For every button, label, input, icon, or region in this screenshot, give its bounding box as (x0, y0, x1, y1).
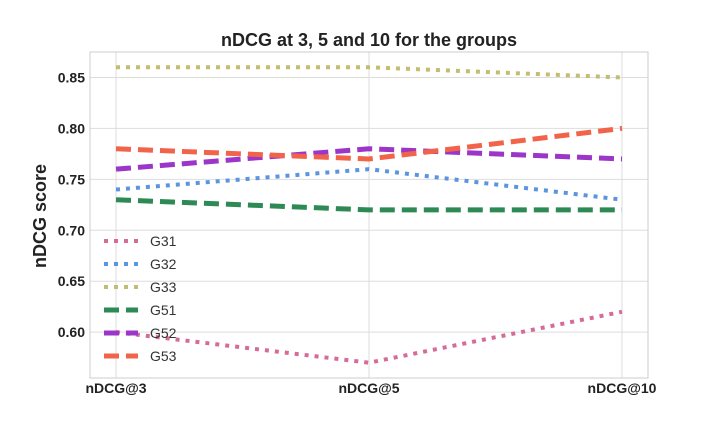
legend-label: G51 (150, 302, 177, 318)
legend-entry-g53: G53 (104, 348, 177, 364)
x-tick-label: nDCG@5 (338, 380, 399, 396)
y-tick-label: 0.80 (58, 120, 85, 136)
legend-label: G32 (150, 256, 177, 272)
x-tick-label: nDCG@10 (588, 380, 657, 396)
series-lines (115, 65, 623, 365)
legend-label: G33 (150, 279, 177, 295)
series-line-g32 (115, 167, 623, 202)
legend-entry-g52: G52 (104, 325, 177, 341)
plot-frame (89, 51, 649, 379)
y-tick-labels: 0.60 0.65 0.70 0.75 0.80 0.85 (58, 69, 85, 340)
y-tick-label: 0.75 (58, 171, 85, 187)
legend: G31 G32 G33 G51 G52 G53 (104, 233, 177, 364)
legend-entry-g51: G51 (104, 302, 177, 318)
series-line-g53 (115, 125, 623, 162)
y-tick-label: 0.65 (58, 273, 85, 289)
legend-label: G53 (150, 348, 177, 364)
legend-label: G31 (150, 233, 177, 249)
legend-label: G52 (150, 325, 177, 341)
series-line-g33 (116, 65, 623, 80)
x-tick-label: nDCG@3 (85, 380, 146, 396)
legend-entry-g32: G32 (104, 256, 177, 272)
y-axis-label: nDCG score (30, 164, 50, 268)
y-tick-label: 0.60 (58, 324, 85, 340)
y-tick-label: 0.85 (58, 69, 85, 85)
legend-entry-g31: G31 (104, 233, 177, 249)
grid (90, 52, 648, 378)
y-tick-label: 0.70 (58, 222, 85, 238)
legend-entry-g33: G33 (104, 279, 177, 295)
series-line-g51 (115, 197, 622, 213)
chart-title: nDCG at 3, 5 and 10 for the groups (221, 30, 517, 50)
x-tick-labels: nDCG@3 nDCG@5 nDCG@10 (85, 380, 656, 396)
series-line-g52 (115, 146, 623, 172)
